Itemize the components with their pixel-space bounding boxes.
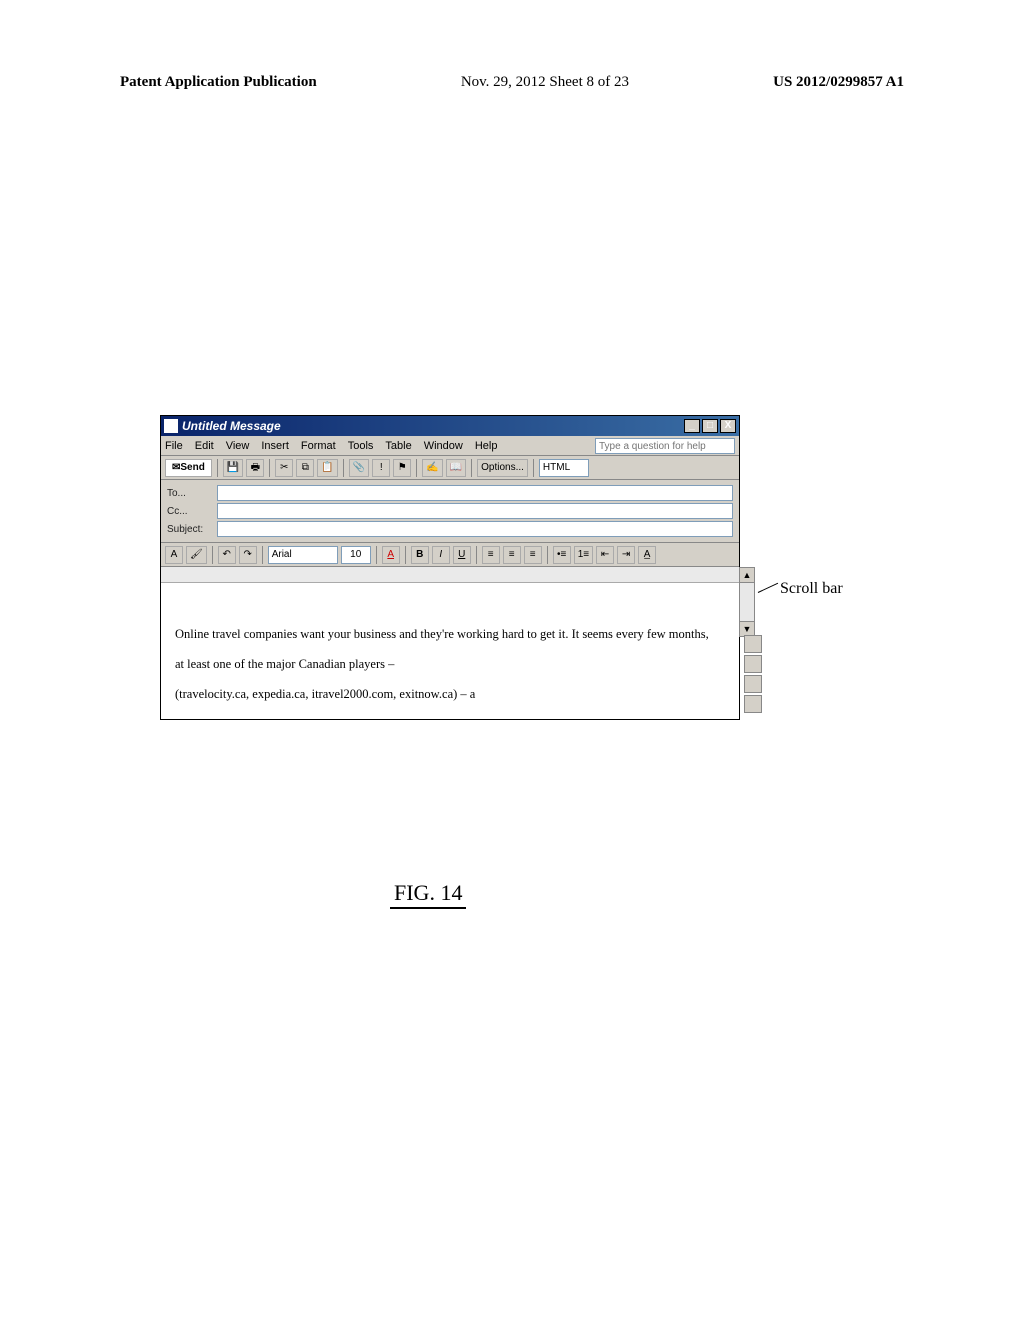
highlight-icon[interactable]: A̲ [638,546,656,564]
body-line-3: (travelocity.ca, expedia.ca, itravel2000… [175,679,725,709]
send-label: Send [180,460,204,476]
options-button[interactable]: Options... [477,459,528,477]
scrollbar-callout-label: Scroll bar [780,580,843,598]
to-label[interactable]: To... [167,488,213,499]
side-icon-1[interactable] [744,635,762,653]
outdent-icon[interactable]: ⇤ [596,546,614,564]
bullets-icon[interactable]: •≡ [553,546,571,564]
app-icon [164,419,178,433]
body-line-1: Online travel companies want your busine… [175,619,725,649]
style-icon[interactable]: A [165,546,183,564]
message-body-area: ▲ ▼ Online travel companies want your bu… [161,567,739,719]
subject-input[interactable] [217,521,733,537]
font-size-dropdown[interactable]: 10 [341,546,371,564]
review-side-icons [744,635,762,713]
redo-icon[interactable]: ↷ [239,546,257,564]
menu-view[interactable]: View [226,440,250,452]
ruler [161,567,739,583]
send-button[interactable]: ✉ Send [165,459,212,477]
align-center-icon[interactable]: ≡ [503,546,521,564]
print-icon[interactable]: 🖶 [246,459,264,477]
menu-window[interactable]: Window [424,440,463,452]
menu-edit[interactable]: Edit [195,440,214,452]
side-icon-4[interactable] [744,695,762,713]
bold-icon[interactable]: B [411,546,429,564]
cc-label[interactable]: Cc... [167,506,213,517]
menu-insert[interactable]: Insert [261,440,289,452]
callout-line [758,583,778,593]
body-line-2: at least one of the major Canadian playe… [175,649,725,679]
indent-icon[interactable]: ⇥ [617,546,635,564]
message-body-text[interactable]: Online travel companies want your busine… [161,583,739,719]
close-button[interactable]: X [720,419,736,433]
to-input[interactable] [217,485,733,501]
formatting-toolbar: A 🖌 ↶ ↷ Arial 10 A B I U ≡ ≡ ≡ •≡ 1≡ ⇤ ⇥… [161,543,739,567]
email-window: Untitled Message _ □ X File Edit View In… [160,415,740,720]
address-book-icon[interactable]: 📖 [446,459,466,477]
save-icon[interactable]: 💾 [223,459,243,477]
paint-icon[interactable]: 🖌 [186,546,207,564]
menu-file[interactable]: File [165,440,183,452]
scroll-up-icon[interactable]: ▲ [739,567,755,583]
send-icon: ✉ [172,460,180,476]
font-dropdown[interactable]: Arial [268,546,338,564]
header-left: Patent Application Publication [120,74,317,91]
maximize-button[interactable]: □ [702,419,718,433]
menubar: File Edit View Insert Format Tools Table… [161,436,739,456]
menu-format[interactable]: Format [301,440,336,452]
numbering-icon[interactable]: 1≡ [574,546,593,564]
undo-icon[interactable]: ↶ [218,546,236,564]
flag-icon[interactable]: ⚑ [393,459,411,477]
cut-icon[interactable]: ✂ [275,459,293,477]
italic-icon[interactable]: I [432,546,450,564]
copy-icon[interactable]: ⧉ [296,459,314,477]
figure-area: Untitled Message _ □ X File Edit View In… [160,415,740,720]
side-icon-2[interactable] [744,655,762,673]
standard-toolbar: ✉ Send 💾 🖶 ✂ ⧉ 📋 📎 ! ⚑ ✍ 📖 Options... HT… [161,456,739,480]
subject-label: Subject: [167,524,213,535]
align-right-icon[interactable]: ≡ [524,546,542,564]
header-center: Nov. 29, 2012 Sheet 8 of 23 [461,74,629,91]
message-header-fields: To... Cc... Subject: [161,480,739,543]
cc-input[interactable] [217,503,733,519]
font-color-icon[interactable]: A [382,546,400,564]
scroll-track[interactable] [739,583,755,621]
menu-help[interactable]: Help [475,440,498,452]
paste-icon[interactable]: 📋 [317,459,337,477]
attach-icon[interactable]: 📎 [349,459,369,477]
minimize-button[interactable]: _ [684,419,700,433]
align-left-icon[interactable]: ≡ [482,546,500,564]
priority-icon[interactable]: ! [372,459,390,477]
underline-icon[interactable]: U [453,546,471,564]
window-title: Untitled Message [182,419,281,433]
figure-label: FIG. 14 [390,880,466,909]
menu-tools[interactable]: Tools [348,440,374,452]
side-icon-3[interactable] [744,675,762,693]
page-header: Patent Application Publication Nov. 29, … [120,74,904,91]
titlebar: Untitled Message _ □ X [161,416,739,436]
vertical-scrollbar[interactable]: ▲ ▼ [739,567,755,637]
menu-table[interactable]: Table [385,440,411,452]
format-dropdown[interactable]: HTML [539,459,589,477]
header-right: US 2012/0299857 A1 [773,74,904,91]
help-search-input[interactable] [595,438,735,454]
signature-icon[interactable]: ✍ [422,459,442,477]
